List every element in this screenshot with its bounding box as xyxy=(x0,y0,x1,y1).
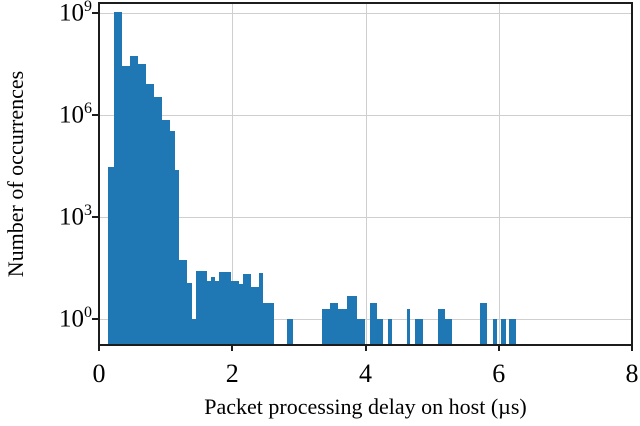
x-tick-mark xyxy=(98,345,100,351)
histogram-bar xyxy=(214,281,219,345)
x-tick-label-8: 8 xyxy=(625,359,639,388)
histogram-bar xyxy=(388,319,393,345)
y-axis-title: Number of occurrences xyxy=(3,70,28,278)
histogram-bar xyxy=(338,309,347,345)
x-tick-label-6: 6 xyxy=(492,359,506,388)
x-tick-mark xyxy=(364,345,367,351)
y-tick-mark xyxy=(92,12,99,15)
histogram-bar xyxy=(480,303,488,345)
histogram-bar xyxy=(262,303,275,345)
x-tick-mark xyxy=(231,345,234,351)
histogram-bar xyxy=(113,11,122,345)
histogram-bar xyxy=(170,130,175,345)
histogram-bar xyxy=(186,282,192,345)
y-tick-mark xyxy=(92,216,99,219)
x-tick-mark xyxy=(497,345,500,351)
x-tick-label-4: 4 xyxy=(359,359,372,388)
histogram-bar xyxy=(191,319,197,345)
histogram-bar xyxy=(322,309,331,345)
plot-area: 100 103 106 109 0 2 4 6 8 xyxy=(59,0,639,387)
histogram-bar xyxy=(230,281,239,345)
y-tick-label-10e6: 106 xyxy=(59,100,92,129)
histogram-bar xyxy=(376,319,384,345)
histogram-bar xyxy=(238,283,243,345)
y-tick-label-10e3: 103 xyxy=(59,202,92,231)
x-tick-label-2: 2 xyxy=(225,359,239,388)
x-axis-title: Packet processing delay on host (µs) xyxy=(204,394,527,419)
histogram-bar xyxy=(138,64,147,345)
histogram-bar xyxy=(501,319,507,345)
gridline-x-2 xyxy=(232,3,234,345)
histogram-bar xyxy=(206,281,211,345)
histogram-bar xyxy=(406,309,411,345)
y-tick-mark xyxy=(92,114,99,117)
x-tick-label-0: 0 xyxy=(92,359,106,388)
histogram-bar xyxy=(242,273,251,345)
histogram-bar xyxy=(356,319,366,345)
histogram-bar xyxy=(108,167,114,345)
histogram-bar xyxy=(330,303,339,345)
histogram-bar xyxy=(146,83,155,345)
histogram-bar xyxy=(445,319,453,345)
spine-bottom xyxy=(98,344,633,346)
histogram-bar xyxy=(154,96,163,345)
histogram-bar xyxy=(130,56,139,345)
x-tick-mark xyxy=(631,345,633,351)
spine-top xyxy=(98,2,633,4)
spine-right xyxy=(631,2,633,346)
y-tick-label-10e0: 100 xyxy=(59,304,92,333)
y-tick-mark xyxy=(92,318,99,321)
histogram-bar xyxy=(493,319,498,345)
histogram-bar xyxy=(286,319,293,345)
histogram-bar xyxy=(121,66,131,345)
histogram-bar xyxy=(250,286,259,345)
histogram-bar xyxy=(509,319,517,345)
histogram-bar xyxy=(196,270,207,345)
histogram-bar xyxy=(218,271,231,345)
y-tick-label-10e9: 109 xyxy=(59,0,92,27)
histogram-bar xyxy=(369,303,377,345)
histogram-bar xyxy=(414,319,424,345)
histogram-bar xyxy=(175,169,179,345)
histogram-bar xyxy=(258,273,263,345)
histogram-bar xyxy=(179,260,187,345)
spine-left xyxy=(98,2,100,346)
histogram-bar xyxy=(162,119,171,345)
gridline-x-4 xyxy=(365,3,367,345)
gridline-x-6 xyxy=(498,3,500,345)
histogram-bar xyxy=(346,295,357,345)
histogram-bar xyxy=(210,277,215,345)
histogram-bar xyxy=(438,309,446,345)
